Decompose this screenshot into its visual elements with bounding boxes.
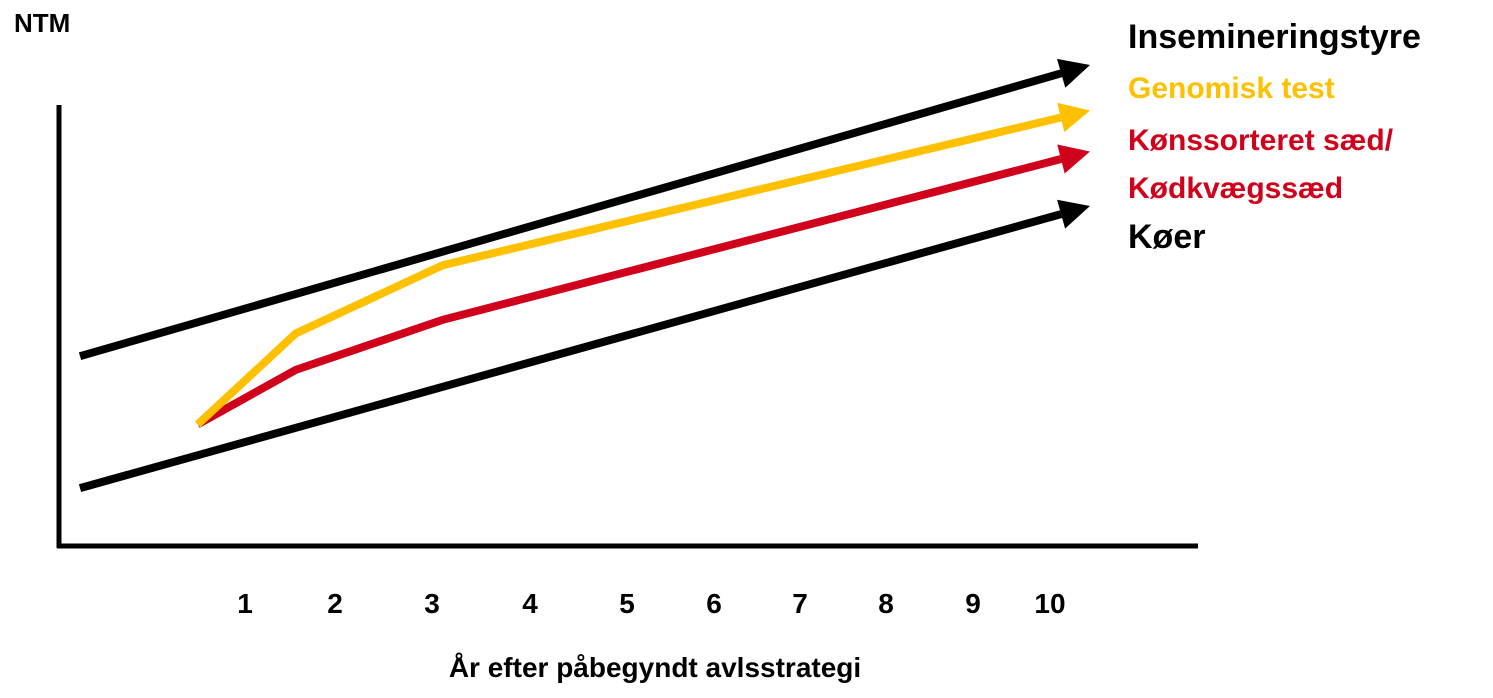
series-arrowhead-k-er <box>1057 199 1090 229</box>
series-arrowhead-k-nssorteret-s-d-k-dkv-gss-d <box>1057 144 1090 174</box>
x-tick-label: 4 <box>522 588 538 619</box>
legend-item-genomisk-test: Genomisk test <box>1128 72 1335 105</box>
x-tick-label: 2 <box>327 588 343 619</box>
x-tick-label: 7 <box>792 588 808 619</box>
legend-item-koer: Køer <box>1128 218 1206 256</box>
y-axis-label: NTM <box>14 8 71 38</box>
x-tick-label: 9 <box>965 588 981 619</box>
legend-item-kodkvaegssaed: Kødkvægssæd <box>1128 172 1344 205</box>
x-axis-label: År efter påbegyndt avlsstrategi <box>448 652 862 683</box>
series-arrowhead-genomisk-test <box>1057 102 1090 133</box>
x-tick-label: 8 <box>878 588 894 619</box>
series-arrowhead-insemineringstyre <box>1057 58 1090 88</box>
x-tick-label: 3 <box>424 588 440 619</box>
x-tick-label: 1 <box>237 588 253 619</box>
series-line-k-er <box>78 210 1063 492</box>
legend-item-insemineringstyre: Insemineringstyre <box>1128 18 1421 56</box>
series-line-genomisk-test <box>194 113 1062 428</box>
series-line-k-nssorteret-s-d-k-dkv-gss-d <box>195 155 1063 428</box>
x-tick-label: 6 <box>706 588 722 619</box>
x-tick-label: 5 <box>619 588 635 619</box>
x-tick-label: 10 <box>1034 588 1065 619</box>
series-line-insemineringstyre <box>78 69 1063 361</box>
legend-item-konssorteret-saed: Kønssorteret sæd/ <box>1128 124 1394 157</box>
